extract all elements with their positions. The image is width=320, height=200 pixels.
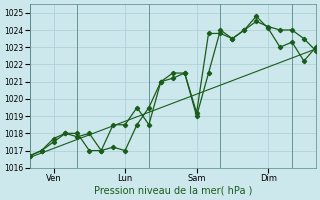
X-axis label: Pression niveau de la mer( hPa ): Pression niveau de la mer( hPa ) — [93, 186, 252, 196]
